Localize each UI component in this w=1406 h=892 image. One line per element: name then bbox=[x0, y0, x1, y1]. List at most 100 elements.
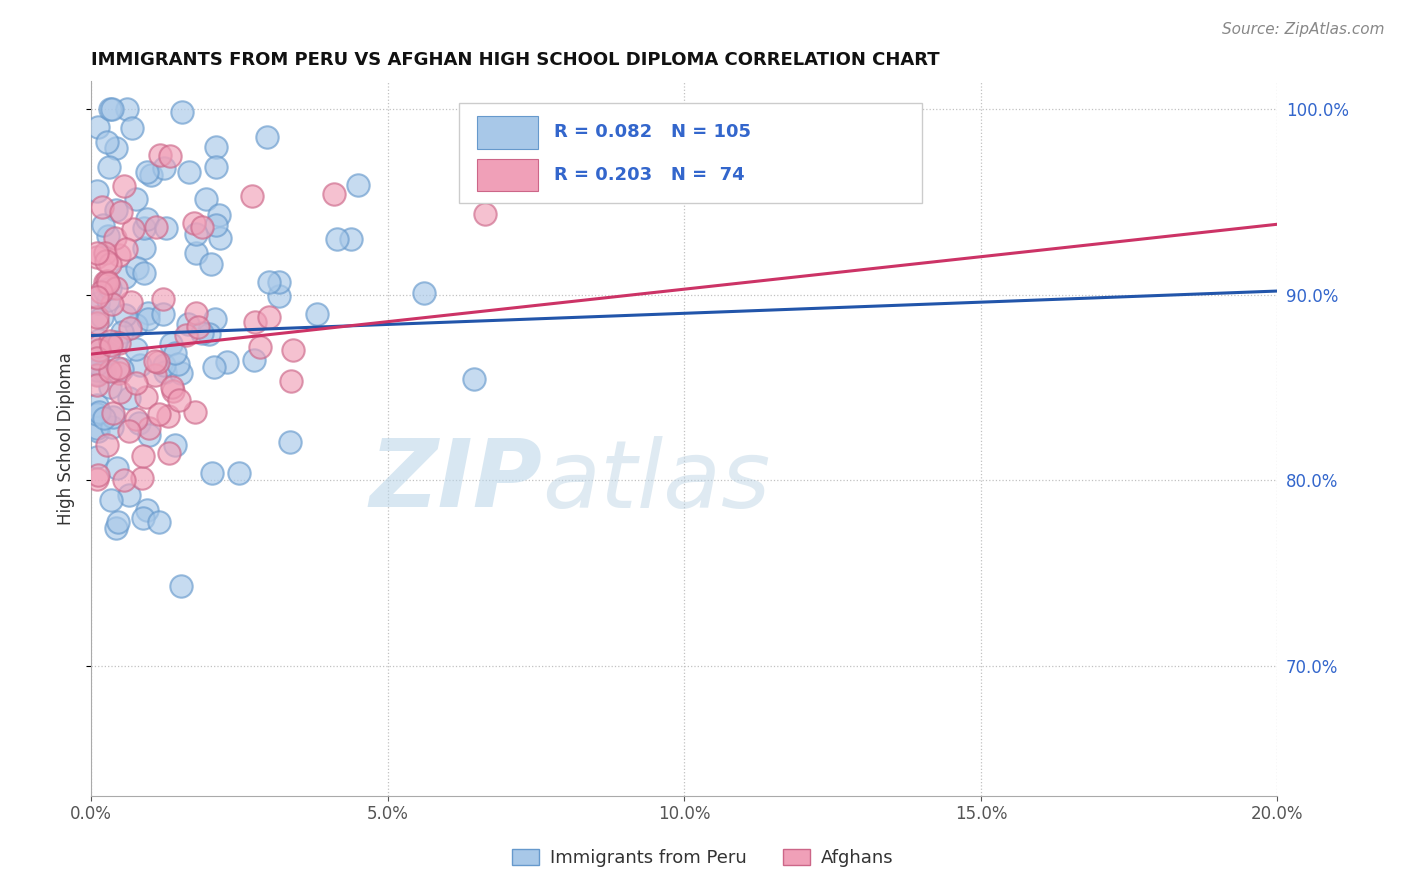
Point bbox=[131, 450, 153, 464]
Point bbox=[153, 365, 176, 379]
Point bbox=[86, 368, 108, 382]
Point bbox=[463, 372, 485, 386]
Point bbox=[104, 231, 127, 245]
Point bbox=[412, 285, 434, 300]
Point bbox=[86, 316, 108, 330]
Point bbox=[86, 472, 108, 486]
Point bbox=[186, 306, 208, 320]
Point bbox=[184, 227, 207, 241]
Point bbox=[269, 275, 291, 289]
Point bbox=[86, 351, 108, 366]
Point bbox=[125, 342, 148, 356]
Point bbox=[153, 359, 176, 373]
Point bbox=[93, 364, 115, 378]
Point bbox=[97, 229, 120, 244]
Point bbox=[125, 192, 148, 206]
Point bbox=[322, 186, 344, 201]
Point bbox=[155, 220, 177, 235]
Point bbox=[128, 416, 150, 430]
Point bbox=[94, 275, 117, 289]
Point bbox=[107, 515, 129, 529]
Point bbox=[163, 345, 186, 359]
Point bbox=[125, 376, 148, 390]
Point bbox=[94, 245, 117, 260]
Point bbox=[205, 161, 228, 175]
Point bbox=[91, 218, 114, 232]
Point bbox=[86, 290, 108, 304]
Text: ZIP: ZIP bbox=[370, 435, 541, 527]
Point bbox=[200, 257, 222, 271]
Point bbox=[162, 384, 184, 398]
FancyBboxPatch shape bbox=[477, 159, 538, 192]
Point bbox=[101, 410, 124, 425]
Point bbox=[280, 374, 302, 388]
Point bbox=[169, 392, 191, 407]
Point bbox=[86, 310, 108, 324]
Point bbox=[105, 520, 128, 534]
Point bbox=[120, 321, 142, 335]
Point bbox=[87, 343, 110, 358]
Point bbox=[86, 363, 108, 377]
Point bbox=[98, 257, 121, 271]
Point bbox=[105, 334, 128, 349]
Point bbox=[101, 406, 124, 420]
Point bbox=[177, 165, 200, 179]
Point bbox=[145, 219, 167, 234]
Point bbox=[120, 294, 142, 309]
Point bbox=[114, 308, 136, 322]
Point bbox=[98, 102, 121, 116]
Point bbox=[110, 385, 132, 400]
Point bbox=[98, 160, 121, 174]
Point bbox=[138, 306, 160, 320]
Point bbox=[157, 446, 180, 460]
Point bbox=[122, 222, 145, 236]
Point bbox=[143, 354, 166, 368]
Point bbox=[243, 315, 266, 329]
Point bbox=[132, 511, 155, 525]
Point bbox=[98, 334, 121, 348]
Point bbox=[90, 285, 112, 299]
Point bbox=[86, 357, 108, 371]
Point bbox=[240, 188, 263, 202]
Point bbox=[87, 333, 110, 347]
Y-axis label: High School Diploma: High School Diploma bbox=[58, 352, 75, 524]
Point bbox=[86, 184, 108, 198]
Point bbox=[96, 438, 118, 452]
Point bbox=[201, 466, 224, 480]
Point bbox=[184, 246, 207, 260]
Point bbox=[98, 380, 121, 394]
Point bbox=[148, 407, 170, 421]
Point bbox=[94, 253, 117, 268]
Point bbox=[305, 307, 328, 321]
Point bbox=[96, 136, 118, 150]
Point bbox=[191, 326, 214, 341]
Point bbox=[152, 292, 174, 306]
Point bbox=[153, 161, 176, 176]
Point bbox=[101, 419, 124, 434]
Point bbox=[170, 579, 193, 593]
Point bbox=[160, 380, 183, 394]
Point bbox=[96, 274, 118, 288]
Point bbox=[281, 343, 304, 358]
Point bbox=[98, 281, 121, 295]
Point bbox=[105, 281, 128, 295]
Point bbox=[87, 405, 110, 419]
Point bbox=[125, 412, 148, 426]
Point bbox=[121, 121, 143, 136]
Point bbox=[145, 368, 167, 382]
Legend: Immigrants from Peru, Afghans: Immigrants from Peru, Afghans bbox=[505, 841, 901, 874]
Point bbox=[114, 242, 136, 256]
Point bbox=[87, 467, 110, 482]
Point bbox=[108, 335, 131, 350]
Point bbox=[118, 488, 141, 502]
Point bbox=[87, 295, 110, 310]
Point bbox=[269, 289, 291, 303]
Text: R = 0.082   N = 105: R = 0.082 N = 105 bbox=[554, 123, 751, 141]
Text: atlas: atlas bbox=[541, 436, 770, 527]
Point bbox=[86, 450, 108, 464]
Text: IMMIGRANTS FROM PERU VS AFGHAN HIGH SCHOOL DIPLOMA CORRELATION CHART: IMMIGRANTS FROM PERU VS AFGHAN HIGH SCHO… bbox=[91, 51, 939, 69]
Point bbox=[86, 250, 108, 264]
Point bbox=[115, 102, 138, 116]
Point bbox=[209, 231, 232, 245]
Point bbox=[112, 178, 135, 193]
